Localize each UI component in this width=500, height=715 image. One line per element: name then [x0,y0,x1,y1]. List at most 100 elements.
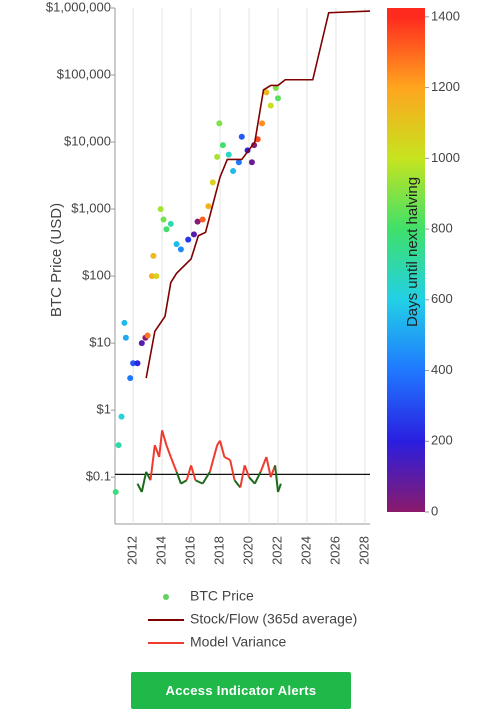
price-point [272,85,279,92]
price-point [134,360,141,367]
x-tick-label: 2020 [240,536,255,565]
y-tick-label: $1,000,000 [46,0,111,14]
price-point [219,142,226,149]
variance-segment [259,456,268,473]
y-tick-label: $100,000 [57,66,111,81]
colorbar-tick-label: 600 [431,291,453,306]
price-point [235,159,242,166]
price-point [225,151,232,158]
variance-segment [201,471,211,485]
y-tick-label: $100 [82,268,111,283]
colorbar-tick-label: 1200 [431,79,460,94]
y-tick-label: $1 [97,402,111,417]
price-point [194,218,201,225]
price-point [274,95,281,102]
alerts-button[interactable]: Access Indicator Alerts [131,672,351,709]
variance-segment [253,471,262,485]
y-tick-label: $0.1 [86,469,111,484]
colorbar-tick-label: 0 [431,503,438,518]
price-point [209,179,216,186]
legend-label: Stock/Flow (365d average) [190,611,357,627]
x-tick-label: 2022 [269,536,284,565]
price-point [267,102,274,109]
y-tick-label: $1,000 [71,201,111,216]
x-tick-label: 2016 [183,536,198,565]
legend-marker [163,594,169,600]
variance-segment [140,471,148,493]
price-point [153,273,160,280]
y-axis-title: BTC Price (USD) [48,203,65,317]
variance-segment [175,471,182,484]
colorbar-tick-label: 200 [431,433,453,448]
variance-segment [243,465,250,478]
price-point [248,159,255,166]
variance-segment [277,483,282,493]
price-point [251,142,258,149]
colorbar-title: Days until next halving [404,177,421,327]
variance-segment [161,430,168,446]
price-point [199,216,206,223]
variance-segment [229,459,236,481]
price-point [115,442,122,449]
legend-label: BTC Price [190,588,254,604]
price-point [148,273,155,280]
price-point [185,236,192,243]
price-point [138,340,145,347]
price-point [177,246,184,253]
x-tick-label: 2012 [125,536,140,565]
variance-segment [233,479,242,489]
variance-segment [274,465,279,493]
x-tick-label: 2026 [327,536,342,565]
price-point [205,203,212,210]
variance-segment [239,465,246,488]
price-point [150,252,157,259]
colorbar-tick-label: 400 [431,362,453,377]
y-tick-label: $10 [89,335,111,350]
price-point [112,489,119,496]
price-point [127,375,134,382]
colorbar-tick-label: 1000 [431,150,460,165]
variance-segment [208,444,219,473]
price-point [163,226,170,233]
price-point [122,334,129,341]
variance-segment [165,444,172,458]
price-point [157,206,164,213]
variance-segment [194,479,204,485]
price-point [144,332,151,339]
variance-segment [136,483,143,493]
price-point [230,167,237,174]
variance-segment [265,456,272,478]
price-point [238,133,245,140]
x-tick-label: 2024 [298,536,313,565]
variance-segment [248,476,256,485]
price-point [160,216,167,223]
colorbar [387,8,425,512]
legend-label: Model Variance [190,634,286,650]
x-tick-label: 2018 [211,536,226,565]
price-point [263,89,270,96]
variance-segment [190,465,197,481]
variance-segment [185,465,193,481]
variance-segment [180,479,188,485]
x-tick-label: 2014 [154,536,169,565]
x-tick-label: 2028 [356,536,371,565]
price-point [173,241,180,248]
price-point [214,153,221,160]
variance-segment [149,445,156,481]
stock-flow-line [145,10,371,379]
price-point [167,220,174,227]
price-point [130,360,137,367]
price-point [121,319,128,326]
price-point [190,231,197,238]
price-point [216,120,223,127]
y-tick-label: $10,000 [64,133,111,148]
price-point [259,120,266,127]
variance-segment [169,456,178,473]
variance-segment [158,430,164,458]
price-point [118,413,125,420]
colorbar-tick-label: 1400 [431,8,460,23]
variance-segment [223,456,231,461]
variance-segment [219,440,226,458]
